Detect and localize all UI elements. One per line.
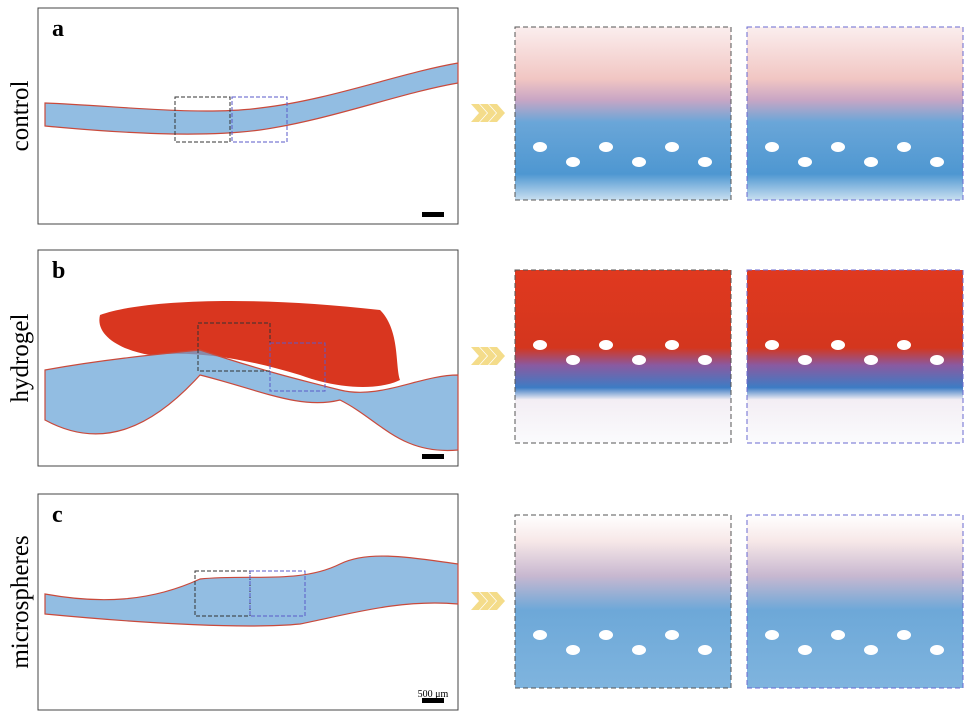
vacuole — [897, 630, 911, 640]
arrow-chevron — [480, 104, 496, 122]
zoom-image — [515, 270, 731, 443]
panel-row: c microspheres — [7, 493, 964, 711]
vacuole — [798, 355, 812, 365]
zoom-frame — [746, 26, 964, 201]
vacuole — [533, 340, 547, 350]
zoom-frame — [514, 26, 732, 201]
roi-box — [249, 570, 306, 617]
vacuole — [831, 630, 845, 640]
tissue-section — [44, 349, 459, 452]
zoom-image — [747, 515, 963, 688]
vacuole — [632, 157, 646, 167]
roi-box — [174, 96, 231, 143]
vacuole — [864, 157, 878, 167]
arrow-chevron — [480, 592, 496, 610]
tissue-section — [44, 62, 459, 135]
tissue-section — [44, 555, 459, 627]
scale-bar — [422, 454, 444, 459]
zoom-frame — [746, 514, 964, 689]
row-label: microspheres — [7, 535, 34, 668]
vacuole — [566, 645, 580, 655]
roi-box — [194, 570, 251, 617]
zoom-frame — [746, 269, 964, 444]
vacuole — [698, 157, 712, 167]
arrow-chevron — [489, 592, 505, 610]
vacuole — [897, 142, 911, 152]
vacuole — [897, 340, 911, 350]
vacuole — [930, 355, 944, 365]
vacuole — [831, 340, 845, 350]
vacuole — [599, 340, 613, 350]
panel-letter: a — [52, 16, 64, 42]
vacuole — [665, 142, 679, 152]
panel-row: b hydrogel — [7, 249, 964, 467]
panel-row: a control — [7, 7, 964, 225]
roi-box — [269, 342, 326, 392]
vacuole — [765, 340, 779, 350]
vacuole — [665, 630, 679, 640]
vacuole — [632, 355, 646, 365]
vacuole — [864, 645, 878, 655]
panel-letter: b — [52, 258, 65, 284]
zoom-frame — [514, 514, 732, 689]
zoom-image — [515, 27, 731, 200]
vacuole — [930, 157, 944, 167]
vacuole — [698, 645, 712, 655]
roi-box — [231, 96, 288, 143]
arrow-chevron — [471, 347, 487, 365]
arrow-chevron — [471, 592, 487, 610]
zoom-image — [515, 515, 731, 688]
vacuole — [533, 142, 547, 152]
vacuole — [533, 630, 547, 640]
vacuole — [864, 355, 878, 365]
vacuole — [599, 142, 613, 152]
panel-letter: c — [52, 502, 63, 528]
vacuole — [698, 355, 712, 365]
hydrogel-mass — [99, 300, 400, 387]
vacuole — [765, 630, 779, 640]
zoom-image — [747, 27, 963, 200]
arrow-chevron — [471, 104, 487, 122]
vacuole — [599, 630, 613, 640]
arrow-chevron — [489, 347, 505, 365]
vacuole — [566, 157, 580, 167]
arrow-chevron — [489, 104, 505, 122]
vacuole — [566, 355, 580, 365]
vacuole — [798, 157, 812, 167]
arrow-chevron — [480, 347, 496, 365]
row-label: control — [7, 81, 34, 152]
row-label: hydrogel — [7, 314, 34, 403]
vacuole — [798, 645, 812, 655]
vacuole — [665, 340, 679, 350]
vacuole — [632, 645, 646, 655]
zoom-image — [747, 270, 963, 443]
vacuole — [930, 645, 944, 655]
vacuole — [831, 142, 845, 152]
vacuole — [765, 142, 779, 152]
scale-bar — [422, 698, 444, 703]
zoom-frame — [514, 269, 732, 444]
scale-bar-label: 500 μm — [418, 689, 449, 700]
scale-bar — [422, 212, 444, 217]
